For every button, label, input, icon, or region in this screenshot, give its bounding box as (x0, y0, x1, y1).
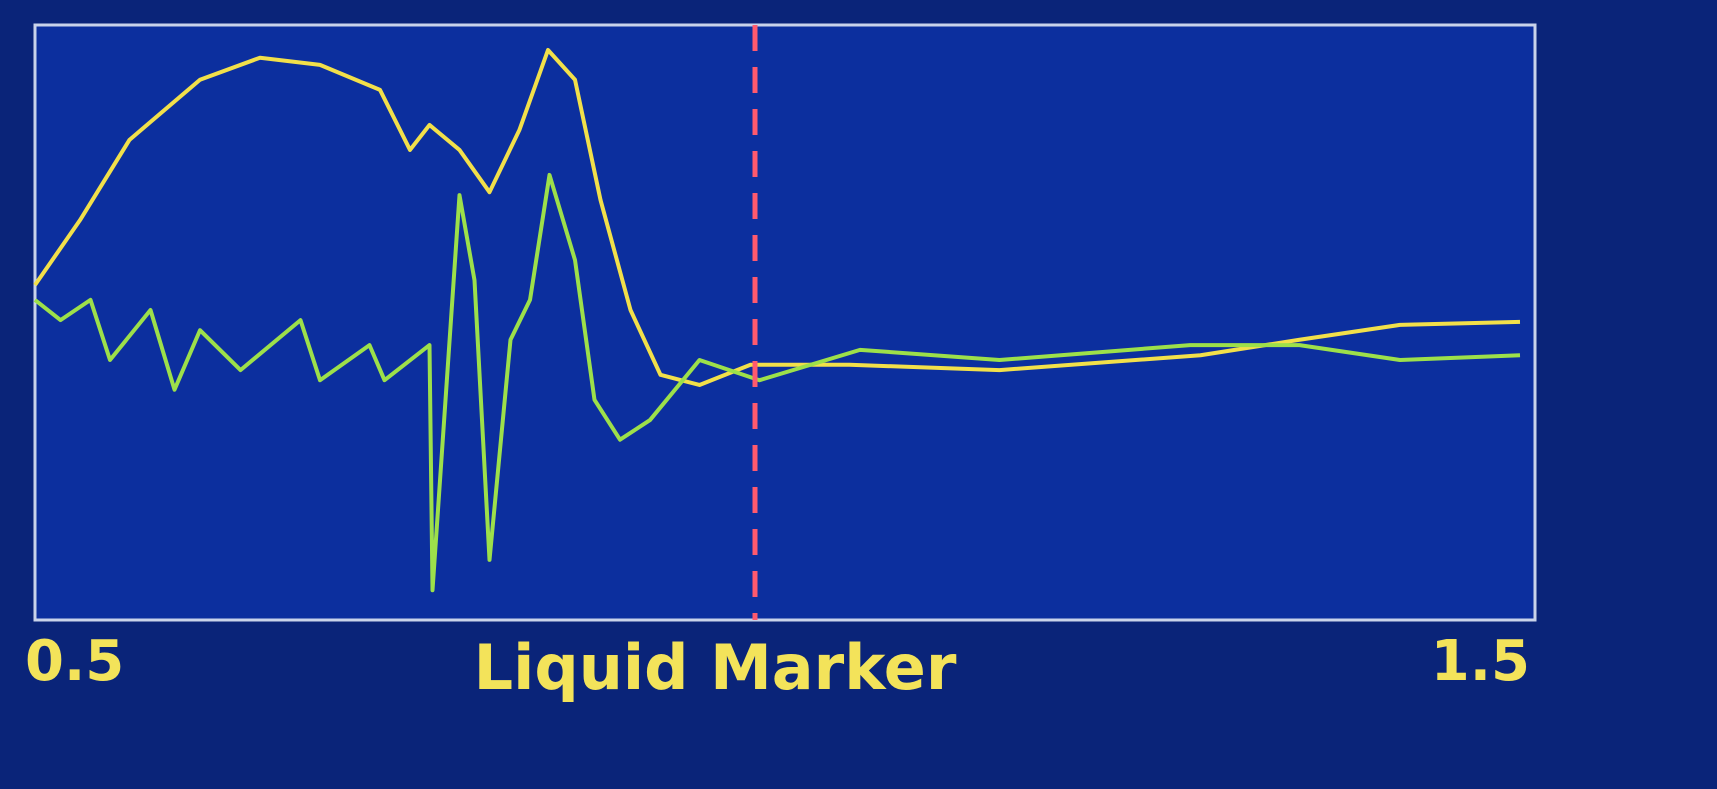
screen: Liquid Marker 0.5 1.5 (0, 0, 1717, 789)
page: {"chart_data": { "type": "line", "marker… (0, 0, 1717, 789)
plot-frame (35, 25, 1535, 620)
x-tick-label: 1.5 (1431, 629, 1530, 694)
x-tick-label: 0.5 (25, 629, 124, 694)
marker-label: Liquid Marker (474, 631, 957, 704)
